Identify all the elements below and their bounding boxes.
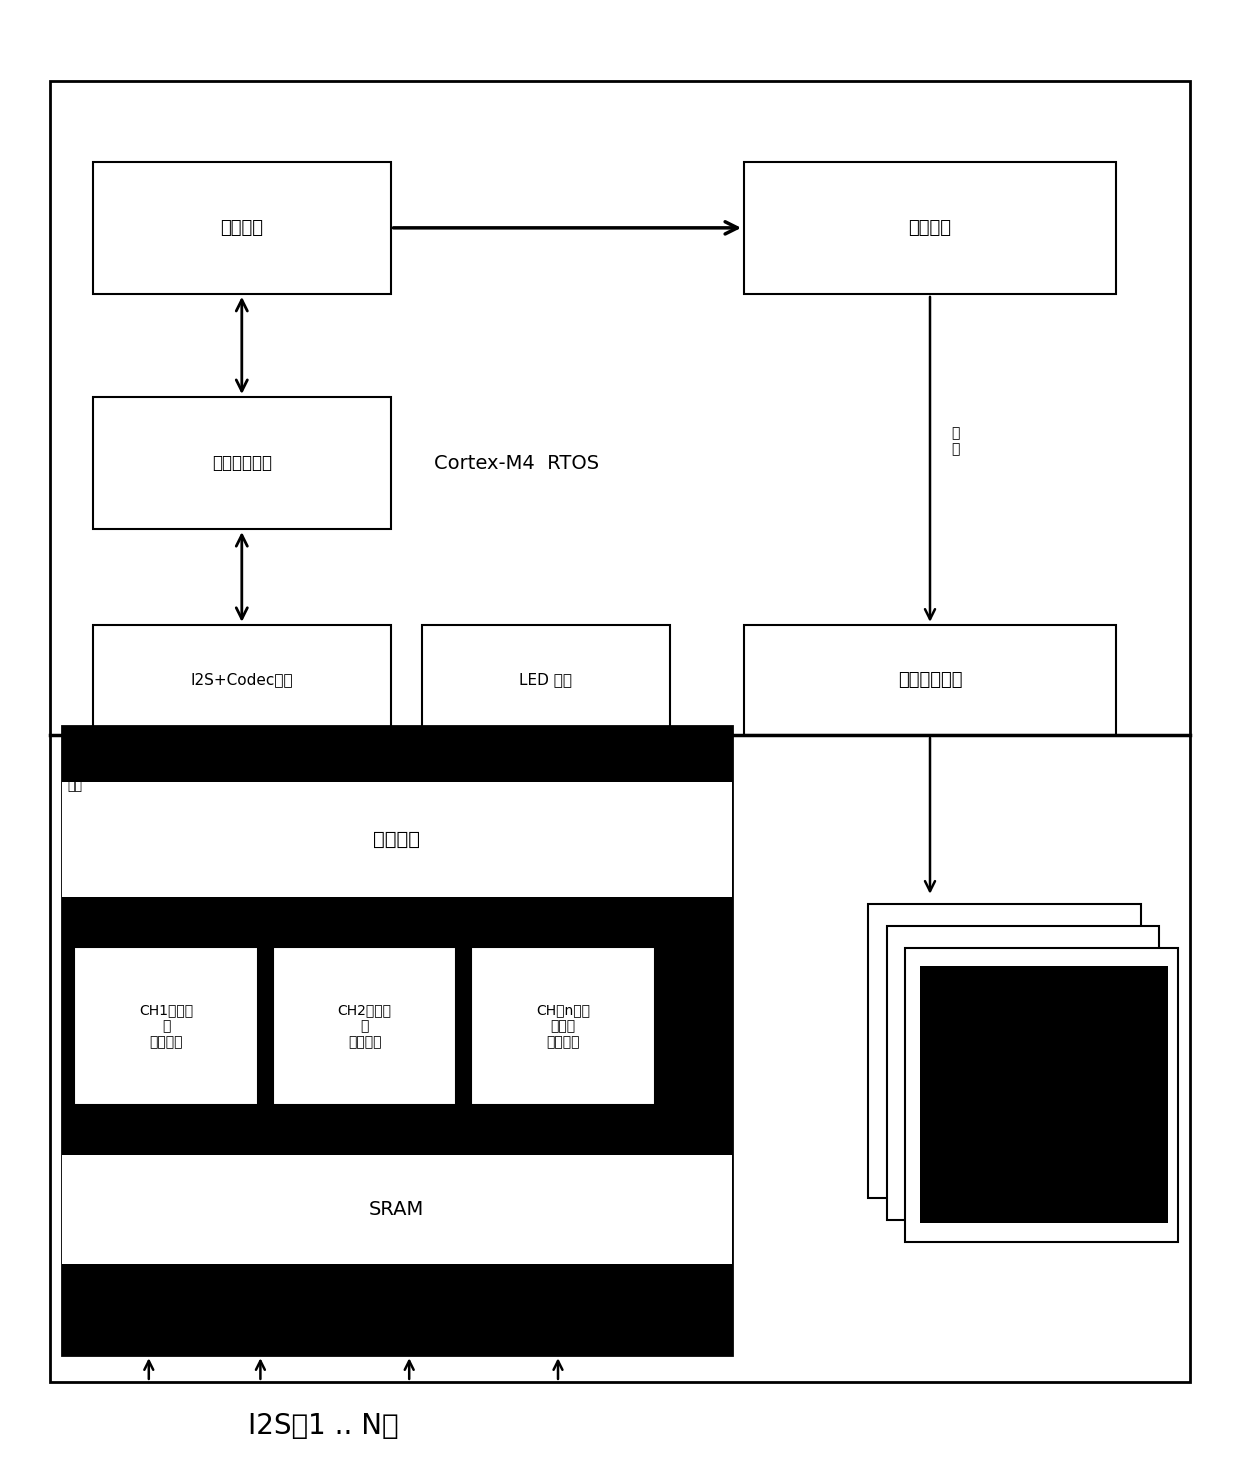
Bar (744, 625, 1116, 735)
Bar (273, 947, 456, 1105)
Text: 其它设备驱动: 其它设备驱动 (898, 670, 962, 689)
Text: I2S（1 .. N）: I2S（1 .. N） (248, 1411, 398, 1441)
Bar (62, 1155, 732, 1264)
Text: CH2语音特
征
识别电路: CH2语音特 征 识别电路 (337, 1003, 392, 1050)
Bar (868, 904, 1141, 1198)
Text: SRAM: SRAM (370, 1201, 424, 1219)
Bar (93, 625, 391, 735)
Text: 总
线: 总 线 (951, 426, 960, 456)
Text: CH（n）语
音特征
识别电路: CH（n）语 音特征 识别电路 (536, 1003, 590, 1050)
Text: 加权判别: 加权判别 (373, 831, 420, 848)
Bar (62, 1120, 732, 1155)
Text: LED 驱动: LED 驱动 (520, 672, 572, 688)
Bar (50, 81, 1190, 1382)
Text: 有效
中断
信号: 有效 中断 信号 (67, 750, 82, 792)
Bar (62, 1264, 732, 1355)
Bar (422, 625, 670, 735)
Text: 唤醒例程: 唤醒例程 (909, 219, 951, 237)
Bar (905, 948, 1178, 1242)
Bar (62, 897, 732, 932)
Bar (74, 947, 258, 1105)
Bar (920, 966, 1168, 1223)
Bar (62, 726, 732, 782)
Bar (62, 726, 732, 1355)
Text: 中断处理程序: 中断处理程序 (212, 454, 272, 472)
Bar (62, 932, 732, 1120)
Text: 识别无效指示
信号: 识别无效指示 信号 (273, 741, 317, 769)
Text: 语音识别: 语音识别 (221, 219, 263, 237)
Bar (93, 397, 391, 529)
Text: CH1语音特
征
识别电路: CH1语音特 征 识别电路 (139, 1003, 193, 1050)
Bar (887, 926, 1159, 1220)
Bar (93, 162, 391, 294)
Bar (744, 162, 1116, 294)
Bar (471, 947, 655, 1105)
Text: Cortex-M4  RTOS: Cortex-M4 RTOS (434, 454, 599, 472)
Text: I2S+Codec驱动: I2S+Codec驱动 (191, 672, 293, 688)
Bar (62, 782, 732, 897)
